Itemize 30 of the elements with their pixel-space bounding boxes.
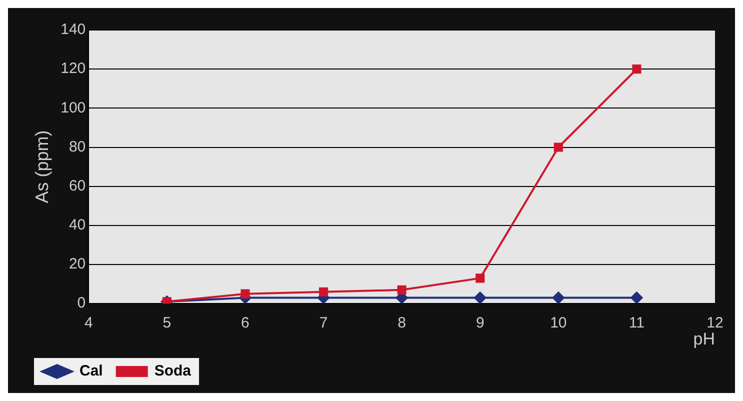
x-axis-title: pH: [693, 329, 715, 348]
y-tick-label: 0: [77, 294, 86, 312]
x-tick-label: 10: [550, 314, 567, 332]
point: [554, 142, 563, 152]
x-tick-label: 8: [398, 314, 406, 332]
point: [240, 289, 250, 298]
y-tick-label: 20: [68, 256, 86, 273]
y-tick-label: 140: [60, 21, 86, 38]
point: [632, 64, 642, 74]
point: [397, 285, 406, 294]
x-tick-label: 9: [476, 314, 484, 332]
x-tick-label: 12: [706, 314, 724, 332]
x-tick-label: 11: [628, 314, 644, 332]
y-tick-label: 100: [60, 99, 86, 116]
y-tick-label: 80: [68, 138, 86, 156]
point: [474, 292, 486, 304]
point: [476, 274, 485, 283]
x-tick-label: 7: [319, 314, 328, 332]
y-tick-label: 60: [68, 177, 86, 194]
legend-label: Soda: [154, 362, 192, 380]
y-tick-label: 120: [60, 60, 86, 78]
legend-label: Cal: [80, 362, 103, 380]
x-tick-label: 5: [162, 314, 172, 332]
y-axis-title: As (ppm): [32, 130, 52, 204]
point: [552, 292, 564, 304]
x-tick-label: 6: [241, 314, 250, 332]
point: [630, 292, 643, 304]
y-tick-label: 40: [68, 216, 86, 234]
point: [318, 287, 328, 296]
x-tick-label: 4: [84, 314, 93, 332]
